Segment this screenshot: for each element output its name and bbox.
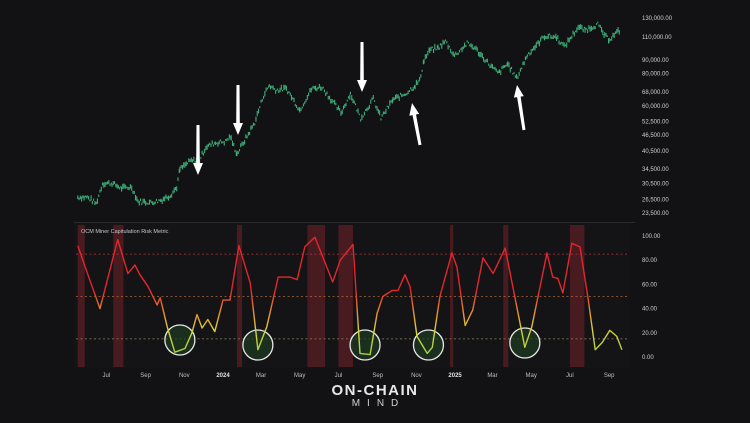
bottom-highlight-circle — [509, 327, 541, 359]
price-y-tick: 90,000.00 — [642, 58, 669, 64]
x-tick: May — [294, 373, 305, 379]
price-y-tick: 60,000.00 — [642, 104, 669, 110]
x-tick: Nov — [411, 373, 422, 379]
price-y-tick: 110,000.00 — [642, 35, 672, 41]
metric-y-tick: 100.00 — [642, 234, 661, 240]
price-y-tick: 130,000.00 — [642, 16, 673, 22]
price-y-tick: 26,500.00 — [642, 197, 669, 203]
metric-title: OCM Miner Capitulation Risk Metric — [81, 229, 169, 235]
capitulation-zone — [236, 225, 243, 367]
price-y-tick: 34,500.00 — [642, 167, 669, 173]
metric-y-tick: 20.00 — [642, 331, 658, 337]
x-tick: Sep — [372, 373, 383, 379]
x-tick: Mar — [256, 373, 266, 379]
annotation-arrow-icon — [233, 85, 243, 135]
x-tick: Nov — [179, 373, 190, 379]
x-tick: 2025 — [448, 373, 462, 379]
capitulation-zone — [307, 225, 326, 367]
capitulation-zone — [503, 225, 509, 367]
metric-y-tick: 60.00 — [642, 282, 658, 288]
x-tick: Jul — [335, 373, 343, 379]
brand-logo-line1: ON-CHAIN — [331, 382, 419, 399]
capitulation-zone — [113, 225, 124, 367]
annotation-arrow-icon — [193, 125, 203, 175]
price-y-tick: 46,500.00 — [642, 133, 669, 139]
capitulation-zone — [338, 225, 353, 367]
metric-line — [77, 236, 623, 356]
price-y-tick: 40,500.00 — [642, 149, 669, 155]
x-tick: Jul — [566, 373, 574, 379]
price-series — [77, 21, 620, 206]
annotation-arrow-icon — [513, 85, 526, 131]
capitulation-zone — [569, 225, 585, 367]
price-y-tick: 68,000.00 — [642, 90, 669, 96]
price-y-tick: 80,000.00 — [642, 71, 669, 77]
x-tick: Sep — [604, 373, 615, 379]
price-y-tick: 52,500.00 — [642, 119, 669, 125]
annotation-arrow-icon — [409, 103, 422, 146]
capitulation-zone — [77, 225, 85, 367]
bottom-highlight-circle — [164, 324, 196, 356]
metric-y-tick: 0.00 — [642, 355, 654, 361]
metric-y-tick: 40.00 — [642, 307, 658, 313]
price-y-tick: 23,500.00 — [642, 211, 669, 217]
price-y-tick: 30,500.00 — [642, 181, 669, 187]
x-tick: Jul — [102, 373, 110, 379]
x-tick: Mar — [487, 373, 497, 379]
x-tick: May — [526, 373, 537, 379]
brand-logo-line2: MIND — [351, 398, 406, 409]
bottom-highlight-circle — [412, 329, 445, 361]
bottom-highlight-circle — [349, 329, 381, 361]
x-tick: 2024 — [216, 373, 230, 379]
annotation-arrow-icon — [357, 42, 367, 92]
capitulation-zone — [450, 225, 454, 367]
metric-y-tick: 80.00 — [642, 258, 658, 264]
x-tick: Sep — [140, 373, 151, 379]
